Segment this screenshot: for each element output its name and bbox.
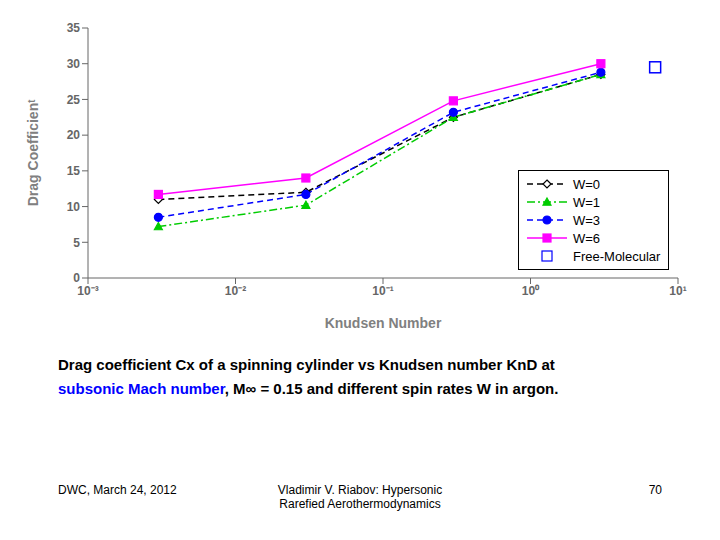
html-text:W=1: W=1 (573, 194, 601, 210)
svg-text:30: 30 (67, 57, 81, 71)
svg-text:15: 15 (67, 164, 81, 178)
html-text:W=0: W=0 (573, 176, 601, 192)
svg-text:10: 10 (67, 200, 81, 214)
svg-text:10⁻³: 10⁻³ (77, 284, 98, 298)
html-text:subsonic Mach number, M∞ = 0.1: subsonic Mach number, M∞ = 0.15 and diff… (58, 380, 559, 397)
html-text:W=6: W=6 (573, 230, 601, 246)
html-text:Rarefied Aerothermodynamics: Rarefied Aerothermodynamics (279, 497, 441, 511)
svg-text:25: 25 (67, 93, 81, 107)
html-text:Vladimir V. Riabov: Hypersonic: Vladimir V. Riabov: Hypersonic (277, 483, 443, 497)
svg-text:10⁻¹: 10⁻¹ (372, 284, 393, 298)
svg-text:10¹: 10¹ (669, 284, 686, 298)
svg-text:10⁻²: 10⁻² (225, 284, 246, 298)
html-text:DWC, March 24, 2012: DWC, March 24, 2012 (58, 483, 177, 497)
html-text:W=3: W=3 (573, 212, 601, 228)
svg-text:Knudsen Number: Knudsen Number (325, 315, 442, 331)
svg-text:10⁰: 10⁰ (522, 284, 540, 298)
svg-text:5: 5 (73, 236, 80, 250)
html-text:Drag coefficient Cx of a spinn: Drag coefficient Cx of a spinning cylind… (58, 356, 555, 373)
svg-text:20: 20 (67, 128, 81, 142)
svg-text:Drag Coefficienᵗ: Drag Coefficienᵗ (25, 100, 41, 207)
svg-text:0: 0 (73, 271, 80, 285)
svg-text:35: 35 (67, 21, 81, 35)
html-text:Free-Molecular: Free-Molecular (573, 248, 661, 264)
html-text:70: 70 (648, 483, 662, 497)
